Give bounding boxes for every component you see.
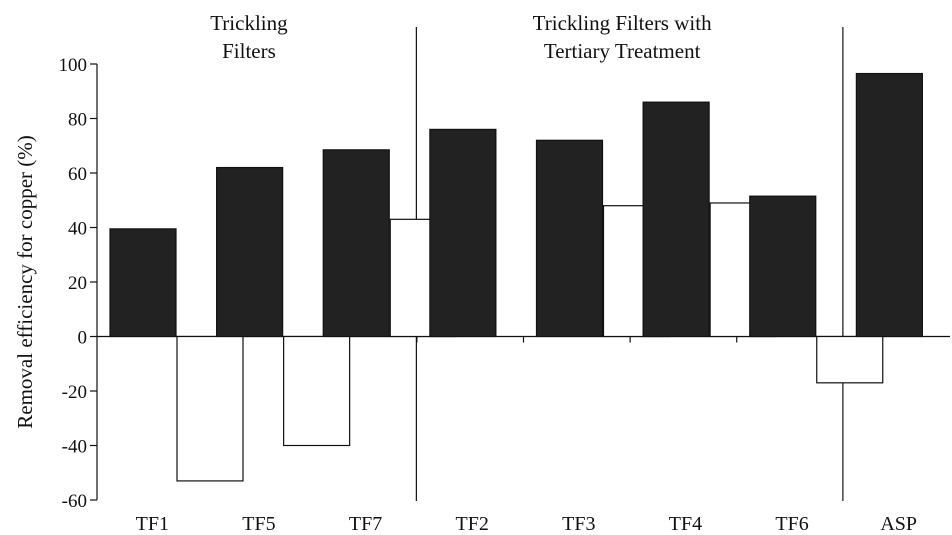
y-tick-label: 80 <box>68 110 87 131</box>
bar-tf7-series-1 <box>322 149 390 338</box>
group-label: Tertiary Treatment <box>544 39 701 63</box>
y-tick-label: 20 <box>68 273 87 294</box>
y-tick-label: 100 <box>59 55 88 76</box>
x-tick-label: TF7 <box>349 513 382 535</box>
bar-tf5-series-2 <box>283 335 351 447</box>
y-tick-label: 40 <box>68 219 87 240</box>
x-tick-label: ASP <box>880 513 917 535</box>
group-label: Filters <box>222 39 276 63</box>
bar-tf3-series-1 <box>535 139 604 338</box>
y-tick-label: -60 <box>62 491 87 512</box>
bars <box>109 72 923 482</box>
bar-tf6-series-2 <box>816 335 884 384</box>
bar-tf6-series-1 <box>749 195 817 338</box>
y-tick-label: -40 <box>62 437 87 458</box>
y-tick-label: 0 <box>78 328 88 349</box>
x-tick-label: TF6 <box>775 513 808 535</box>
group-label: Trickling Filters with <box>533 11 712 35</box>
labels: 100 80 60 40 20 0 -20 -40 -60 Trickling Filters Tri… <box>59 11 918 535</box>
group-label: Trickling <box>210 11 288 35</box>
x-tick-label: TF2 <box>456 513 489 535</box>
bar-tf5-series-1 <box>216 166 284 338</box>
y-axis-label: Removal efficiency for copper (%) <box>13 135 37 428</box>
bar-tf2-series-1 <box>429 128 497 338</box>
x-tick-label: TF4 <box>669 513 702 535</box>
bar-tf4-series-1 <box>642 101 710 338</box>
bar-tf1-series-2 <box>176 335 244 482</box>
x-tick-label: TF1 <box>136 513 169 535</box>
bar-asp-series-1 <box>855 72 923 338</box>
y-tick-label: -20 <box>62 382 87 403</box>
x-tick-label: TF3 <box>562 513 595 535</box>
x-tick-label: TF5 <box>242 513 275 535</box>
y-tick-label: 60 <box>68 164 87 185</box>
bar-tf1-series-1 <box>109 228 177 338</box>
